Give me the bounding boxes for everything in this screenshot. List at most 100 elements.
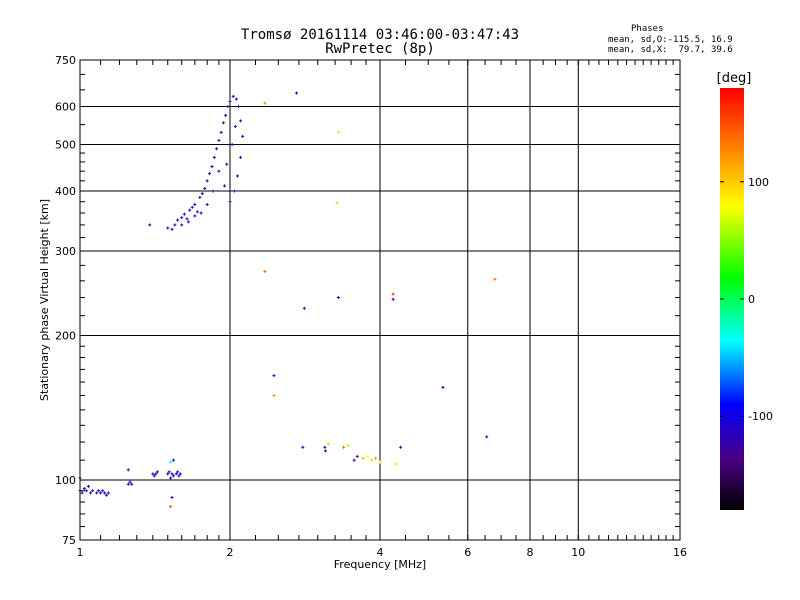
y-tick-label: 75 [62,534,76,547]
colorbar-tick-label: 0 [748,293,755,306]
data-point [193,214,197,218]
data-point [171,474,175,478]
y-tick-label: 750 [55,54,76,67]
x-tick-labels: 1 2 4 6 8 10 16 [77,546,688,559]
data-point [180,223,184,227]
data-point [193,202,197,206]
colorbar-tick-label: 100 [748,176,769,189]
y-tick-label: 300 [55,245,76,258]
data-point [215,147,219,151]
data-point [324,449,328,453]
data-point [205,202,209,206]
data-point [99,491,103,495]
data-point [239,119,243,123]
data-point [151,472,155,476]
data-point [399,445,403,449]
x-tick-label: 16 [673,546,687,559]
y-tick-label: 100 [55,474,76,487]
data-point [236,105,240,109]
data-point [95,491,99,495]
data-points [78,91,497,509]
data-point [84,489,88,493]
data-point [212,155,216,159]
data-point [177,474,181,478]
data-point [155,470,159,474]
data-point [355,454,359,458]
data-point [97,489,101,493]
data-point [208,172,212,176]
data-point [203,186,207,190]
data-point [170,227,174,231]
data-point [171,458,175,462]
data-point [178,472,182,476]
y-tick-label: 600 [55,101,76,114]
data-point [241,134,245,138]
data-point [263,269,267,273]
data-point [170,472,174,476]
data-point [169,460,173,464]
data-point [224,113,228,117]
data-point [231,94,235,98]
data-point [225,162,229,166]
data-point [154,472,158,476]
data-point [86,484,90,488]
data-point [336,296,340,300]
data-point [326,442,330,446]
data-point [169,476,173,480]
data-point [104,493,108,497]
data-point [199,211,203,215]
y-axis-label: Stationary phase Virtual Height [km] [38,199,51,401]
axis-ticks [80,60,680,540]
data-point [335,201,339,205]
data-point [235,174,239,178]
data-point [352,458,356,462]
data-point [493,277,497,281]
x-tick-label: 8 [527,546,534,559]
data-point [346,444,350,448]
data-point [198,195,202,199]
data-point [186,220,190,224]
data-point [295,91,299,95]
x-tick-label: 6 [464,546,471,559]
data-point [103,491,107,495]
data-point [148,223,152,227]
data-point [195,210,199,214]
chart-subtitle: RwPretec (8p) [325,41,435,57]
data-point [485,435,489,439]
data-point [176,218,180,222]
data-point [173,223,177,227]
phase-stats-x-mode: mean, sd,X: 79.7, 39.6 [608,45,733,55]
x-tick-label: 1 [77,546,84,559]
data-point [394,462,398,466]
data-point [217,138,221,142]
x-tick-label: 4 [377,546,384,559]
data-point [176,470,180,474]
data-point [166,472,170,476]
data-point [228,200,232,204]
colorbar-label: [deg] [717,71,752,86]
data-point [101,489,105,493]
data-point [272,394,276,398]
data-point [342,445,346,449]
data-point [263,101,267,105]
colorbar-tick-label: -100 [748,410,773,423]
data-point [126,482,130,486]
data-point [128,480,132,484]
x-tick-label: 10 [571,546,585,559]
data-point [361,456,365,460]
data-point [169,505,173,509]
data-point [302,306,306,310]
data-point [323,445,327,449]
data-point [391,292,395,296]
y-tick-label: 400 [55,185,76,198]
data-point [89,491,93,495]
data-point [219,130,223,134]
data-point [233,125,237,129]
data-point [228,99,232,103]
data-point [185,217,189,221]
data-point [366,454,370,458]
y-tick-labels: 75 100 200 300 400 500 600 750 [55,54,76,547]
data-point [226,105,230,109]
data-point [200,192,204,196]
